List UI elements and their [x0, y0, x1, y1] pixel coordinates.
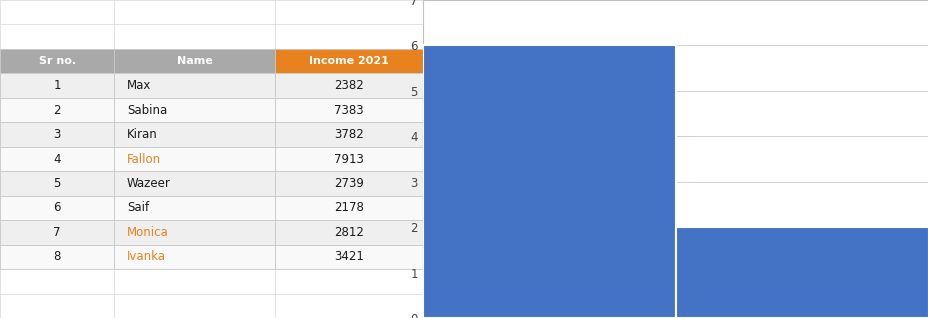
- Bar: [114, 220, 275, 245]
- Bar: [0, 220, 114, 245]
- Text: Sabina: Sabina: [126, 104, 167, 117]
- Text: Wazeer: Wazeer: [126, 177, 171, 190]
- Text: 3782: 3782: [333, 128, 363, 141]
- Bar: [0, 122, 114, 147]
- Bar: [0, 171, 114, 196]
- Text: Kiran: Kiran: [126, 128, 158, 141]
- Text: 4: 4: [53, 153, 60, 165]
- Text: Ivanka: Ivanka: [126, 250, 165, 263]
- Text: 7: 7: [53, 226, 60, 239]
- Bar: [275, 73, 422, 98]
- Bar: [0, 147, 114, 171]
- Text: 2: 2: [53, 104, 60, 117]
- Text: 3421: 3421: [333, 250, 363, 263]
- Text: Saif: Saif: [126, 201, 148, 214]
- Bar: [275, 196, 422, 220]
- Bar: [275, 98, 422, 122]
- Text: 2812: 2812: [333, 226, 363, 239]
- Bar: [114, 49, 275, 73]
- Bar: [114, 122, 275, 147]
- Text: 2382: 2382: [333, 79, 363, 92]
- Text: Monica: Monica: [126, 226, 168, 239]
- Bar: [0, 196, 114, 220]
- Text: Sr no.: Sr no.: [38, 56, 75, 66]
- Bar: [275, 122, 422, 147]
- Bar: [275, 171, 422, 196]
- Text: Fallon: Fallon: [126, 153, 161, 165]
- Bar: [275, 49, 422, 73]
- Text: 8: 8: [53, 250, 60, 263]
- Text: Income 2021: Income 2021: [308, 56, 388, 66]
- Bar: [0, 49, 114, 73]
- Bar: [675, 227, 928, 318]
- Text: 6: 6: [53, 201, 60, 214]
- Bar: [0, 98, 114, 122]
- Bar: [275, 245, 422, 269]
- Bar: [275, 220, 422, 245]
- Bar: [0, 73, 114, 98]
- Bar: [114, 98, 275, 122]
- Text: Name: Name: [176, 56, 213, 66]
- Text: 3: 3: [53, 128, 60, 141]
- Text: 7383: 7383: [333, 104, 363, 117]
- Bar: [114, 196, 275, 220]
- Bar: [114, 171, 275, 196]
- Bar: [275, 147, 422, 171]
- Bar: [0, 245, 114, 269]
- Bar: [422, 45, 675, 318]
- Text: 2739: 2739: [333, 177, 363, 190]
- Text: 1: 1: [53, 79, 60, 92]
- Bar: [114, 245, 275, 269]
- Bar: [114, 73, 275, 98]
- Text: Max: Max: [126, 79, 151, 92]
- Bar: [114, 147, 275, 171]
- Text: 5: 5: [53, 177, 60, 190]
- Text: 2178: 2178: [333, 201, 363, 214]
- Text: 7913: 7913: [333, 153, 363, 165]
